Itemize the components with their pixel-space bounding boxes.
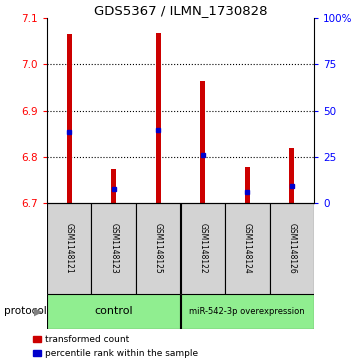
Bar	[200, 81, 205, 203]
Text: GSM1148121: GSM1148121	[65, 223, 74, 274]
Bar	[91, 203, 136, 294]
Text: miR-542-3p overexpression: miR-542-3p overexpression	[190, 307, 305, 316]
Bar	[225, 203, 270, 294]
Bar	[245, 167, 250, 203]
Bar	[111, 168, 116, 203]
Bar	[270, 203, 314, 294]
Bar	[289, 148, 295, 203]
Text: GSM1148123: GSM1148123	[109, 223, 118, 274]
Text: protocol: protocol	[4, 306, 46, 316]
Bar	[66, 34, 72, 203]
Text: GSM1148124: GSM1148124	[243, 223, 252, 274]
Bar	[180, 294, 314, 329]
Bar	[136, 203, 180, 294]
Text: ▶: ▶	[34, 306, 43, 316]
Text: GSM1148125: GSM1148125	[154, 223, 163, 274]
Text: control: control	[95, 306, 133, 316]
Bar	[156, 33, 161, 203]
Legend: transformed count, percentile rank within the sample: transformed count, percentile rank withi…	[34, 335, 198, 358]
Bar	[47, 203, 91, 294]
Text: GSM1148126: GSM1148126	[287, 223, 296, 274]
Text: GSM1148122: GSM1148122	[198, 223, 207, 274]
Bar	[47, 294, 180, 329]
Bar	[180, 203, 225, 294]
Title: GDS5367 / ILMN_1730828: GDS5367 / ILMN_1730828	[94, 4, 267, 17]
